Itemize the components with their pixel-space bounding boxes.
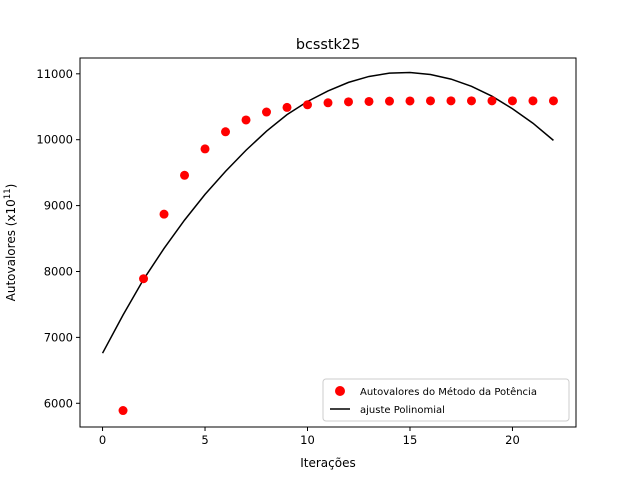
y-tick-label: 11000: [36, 67, 73, 81]
y-tick-label: 6000: [44, 396, 73, 410]
data-point: [159, 209, 169, 219]
x-tick-label: 10: [300, 433, 315, 447]
data-point: [528, 96, 538, 106]
data-point: [405, 96, 415, 106]
y-axis-label-close: ): [4, 184, 18, 189]
data-point: [282, 102, 292, 112]
data-point: [323, 98, 333, 108]
y-tick-label: 10000: [36, 133, 73, 147]
x-tick-label: 5: [201, 433, 208, 447]
data-point: [425, 96, 435, 106]
data-point: [344, 97, 353, 107]
plot-area: [101, 71, 558, 416]
legend: Autovalores do Método da Potência ajuste…: [322, 378, 570, 422]
x-tick-label: 20: [505, 433, 520, 447]
y-axis-label-exponent: 11: [3, 188, 13, 199]
x-axis-label: Iterações: [300, 456, 356, 470]
data-point: [384, 96, 394, 106]
chart-title: bcsstk25: [296, 37, 360, 53]
x-tick-label: 0: [99, 433, 106, 447]
data-point: [262, 107, 272, 117]
data-point: [364, 96, 374, 106]
x-tick-label: 15: [403, 433, 418, 447]
data-point: [446, 96, 456, 106]
data-point: [548, 96, 558, 106]
y-axis-label: Autovalores (x1011): [3, 184, 18, 302]
y-tick-label: 9000: [44, 199, 73, 213]
data-point: [241, 115, 251, 125]
series-line-fit: [101, 71, 554, 354]
data-point: [466, 96, 476, 106]
legend-marker-eigenvalues: [335, 386, 345, 396]
legend-label-eigenvalues: Autovalores do Método da Potência: [360, 386, 537, 398]
y-tick-label: 7000: [44, 330, 73, 344]
data-point: [118, 406, 128, 416]
data-point: [507, 96, 517, 106]
data-point: [180, 170, 190, 180]
data-point: [487, 96, 497, 106]
legend-box: [322, 378, 570, 422]
y-tick-label: 8000: [44, 264, 73, 278]
y-axis-ticks: 6000 7000 8000 9000 10000 11000: [36, 67, 80, 410]
x-axis-ticks: 0 5 10 15 20: [99, 427, 520, 447]
legend-label-fit: ajuste Polinomial: [360, 405, 445, 416]
data-point: [221, 127, 231, 137]
axes-frame: [79, 57, 577, 428]
data-point: [303, 100, 312, 110]
data-point: [139, 274, 149, 284]
y-axis-label-base: Autovalores (x10: [4, 199, 18, 301]
data-point: [200, 144, 210, 154]
